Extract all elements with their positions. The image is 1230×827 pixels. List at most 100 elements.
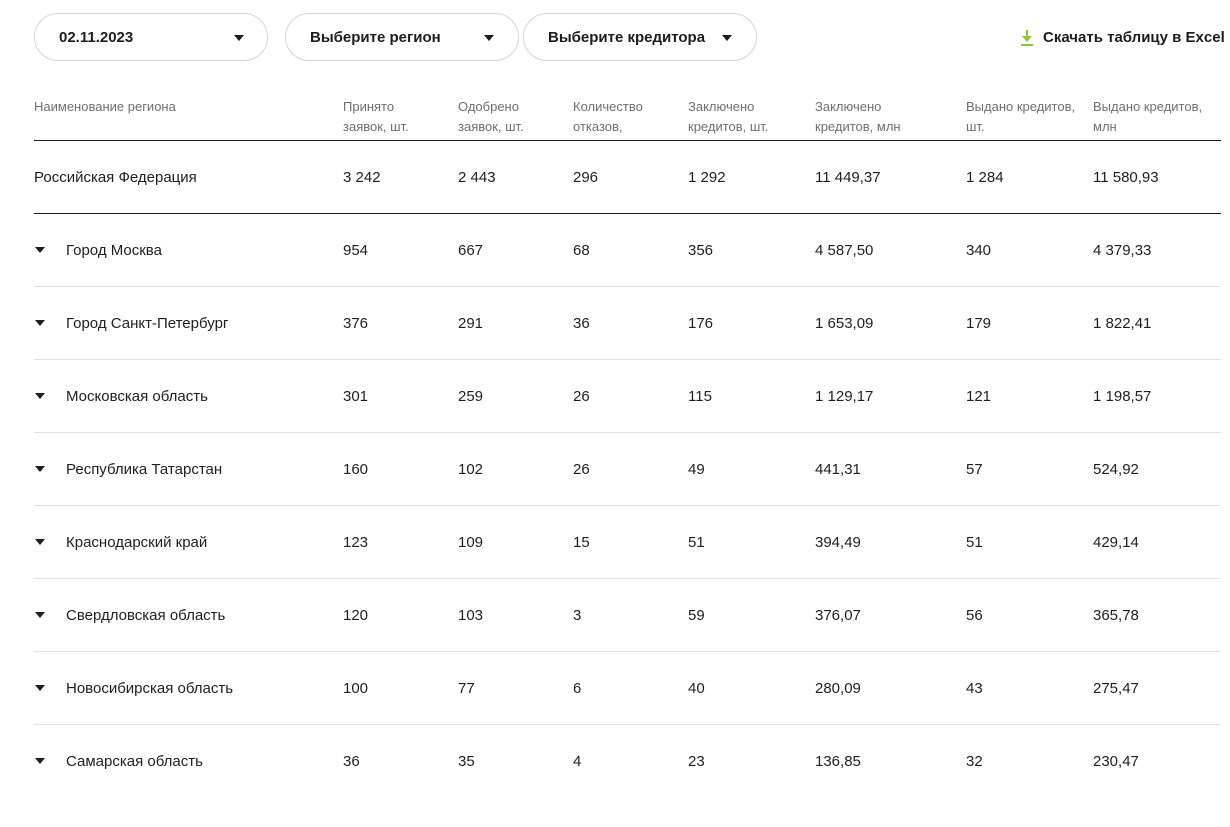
table-row[interactable]: Город Москва 954 667 68 356 4 587,50 340 4 379,… bbox=[34, 214, 1221, 287]
download-excel-label: Скачать таблицу в Excel bbox=[1043, 29, 1225, 46]
region-name: Город Москва bbox=[66, 242, 162, 259]
cell-issued-count: 121 bbox=[966, 388, 992, 405]
cell-approved: 77 bbox=[458, 680, 475, 697]
cell-rejections: 6 bbox=[573, 680, 582, 697]
cell-concluded-amount: 376,07 bbox=[815, 607, 861, 624]
cell-issued-amount: 1 198,57 bbox=[1093, 388, 1152, 405]
cell-rejections: 15 bbox=[573, 534, 590, 551]
filter-bar: 02.11.2023 Выберите регион Выберите кред… bbox=[34, 13, 1230, 63]
cell-approved: 103 bbox=[458, 607, 484, 624]
cell-issued-count: 51 bbox=[966, 534, 983, 551]
header-approved: Одобрено заявок, шт. bbox=[458, 99, 524, 134]
cell-rejections: 4 bbox=[573, 753, 582, 770]
header-concluded-count: Заключено кредитов, шт. bbox=[688, 99, 769, 134]
chevron-down-icon bbox=[234, 35, 244, 41]
date-select-value: 02.11.2023 bbox=[59, 29, 134, 46]
cell-approved: 259 bbox=[458, 388, 484, 405]
region-name: Республика Татарстан bbox=[66, 461, 223, 478]
cell-issued-amount: 4 379,33 bbox=[1093, 242, 1152, 259]
cell-concluded-amount: 4 587,50 bbox=[815, 242, 874, 259]
chevron-down-icon bbox=[722, 35, 732, 41]
cell-concluded-count: 40 bbox=[688, 680, 705, 697]
cell-issued-count: 56 bbox=[966, 607, 983, 624]
expand-caret-icon[interactable] bbox=[35, 320, 45, 326]
expand-caret-icon[interactable] bbox=[35, 393, 45, 399]
cell-concluded-count: 49 bbox=[688, 461, 705, 478]
header-concluded-amount: Заключено кредитов, млн bbox=[815, 99, 901, 134]
cell-concluded-amount: 1 653,09 bbox=[815, 315, 874, 332]
cell-concluded-amount: 280,09 bbox=[815, 680, 861, 697]
table-row[interactable]: Краснодарский край 123 109 15 51 394,49 51 429,… bbox=[34, 506, 1221, 579]
cell-concluded-count: 59 bbox=[688, 607, 705, 624]
cell-issued-count: 179 bbox=[966, 315, 992, 332]
region-name: Российская Федерация bbox=[34, 169, 197, 186]
cell-concluded-count: 23 bbox=[688, 753, 705, 770]
cell-accepted: 3 242 bbox=[343, 169, 381, 186]
cell-issued-amount: 1 822,41 bbox=[1093, 315, 1152, 332]
table-row[interactable]: Город Санкт-Петербург 376 291 36 176 1 653,09… bbox=[34, 287, 1221, 360]
region-name: Самарская область bbox=[66, 753, 203, 770]
lender-select-value: Выберите кредитора bbox=[548, 29, 706, 46]
table-row[interactable]: Новосибирская область 100 77 6 40 280,09 43 275… bbox=[34, 652, 1221, 725]
cell-concluded-count: 115 bbox=[688, 388, 712, 405]
cell-approved: 2 443 bbox=[458, 169, 496, 186]
table-viewport[interactable]: Наименование региона Принято заявок, шт.… bbox=[0, 0, 1230, 770]
cell-issued-amount: 11 580,93 bbox=[1093, 169, 1159, 186]
cell-concluded-amount: 1 129,17 bbox=[815, 388, 874, 405]
cell-concluded-amount: 394,49 bbox=[815, 534, 861, 551]
cell-approved: 102 bbox=[458, 461, 484, 478]
cell-rejections: 3 bbox=[573, 607, 582, 624]
table-row[interactable]: Самарская область 36 35 4 23 136,85 32 230,47 bbox=[34, 725, 1221, 770]
cell-issued-amount: 524,92 bbox=[1093, 461, 1139, 478]
cell-concluded-amount: 136,85 bbox=[815, 753, 861, 770]
cell-concluded-amount: 441,31 bbox=[815, 461, 861, 478]
expand-caret-icon[interactable] bbox=[35, 539, 45, 545]
cell-concluded-amount: 11 449,37 bbox=[815, 169, 881, 186]
cell-concluded-count: 176 bbox=[688, 315, 714, 332]
expand-caret-icon[interactable] bbox=[35, 247, 45, 253]
cell-accepted: 120 bbox=[343, 607, 369, 624]
table-row[interactable]: Свердловская область 120 103 3 59 376,07 56 365… bbox=[34, 579, 1221, 652]
cell-rejections: 36 bbox=[573, 315, 590, 332]
cell-approved: 291 bbox=[458, 315, 484, 332]
cell-rejections: 68 bbox=[573, 242, 590, 259]
cell-accepted: 301 bbox=[343, 388, 369, 405]
cell-issued-count: 57 bbox=[966, 461, 983, 478]
region-name: Московская область bbox=[66, 388, 208, 405]
regions-table: Наименование региона Принято заявок, шт.… bbox=[34, 94, 1221, 770]
region-name: Свердловская область bbox=[66, 607, 226, 624]
cell-accepted: 954 bbox=[343, 242, 369, 259]
cell-issued-amount: 429,14 bbox=[1093, 534, 1139, 551]
region-select-value: Выберите регион bbox=[310, 29, 441, 46]
region-rows: Город Москва 954 667 68 356 4 587,50 340 4 379,… bbox=[34, 214, 1221, 770]
expand-caret-icon[interactable] bbox=[35, 612, 45, 618]
expand-caret-icon[interactable] bbox=[35, 466, 45, 472]
region-select[interactable]: Выберите регион bbox=[285, 13, 519, 61]
cell-issued-amount: 230,47 bbox=[1093, 753, 1139, 770]
chevron-down-icon bbox=[484, 35, 494, 41]
date-select[interactable]: 02.11.2023 bbox=[34, 13, 268, 61]
cell-issued-amount: 275,47 bbox=[1093, 680, 1139, 697]
cell-issued-amount: 365,78 bbox=[1093, 607, 1139, 624]
table-row[interactable]: Республика Татарстан 160 102 26 49 441,31 57 52… bbox=[34, 433, 1221, 506]
expand-caret-icon[interactable] bbox=[35, 758, 45, 764]
cell-approved: 109 bbox=[458, 534, 484, 551]
cell-concluded-count: 51 bbox=[688, 534, 705, 551]
cell-issued-count: 43 bbox=[966, 680, 983, 697]
cell-issued-count: 1 284 bbox=[966, 169, 1004, 186]
region-name: Город Санкт-Петербург bbox=[66, 315, 229, 332]
lender-select[interactable]: Выберите кредитора bbox=[523, 13, 757, 61]
expand-caret-icon[interactable] bbox=[35, 685, 45, 691]
cell-issued-count: 32 bbox=[966, 753, 983, 770]
table-row[interactable]: Московская область 301 259 26 115 1 129,17 121… bbox=[34, 360, 1221, 433]
cell-rejections: 26 bbox=[573, 461, 590, 478]
cell-rejections: 26 bbox=[573, 388, 590, 405]
cell-approved: 35 bbox=[458, 753, 475, 770]
cell-accepted: 36 bbox=[343, 753, 360, 770]
header-rejections: Количество отказов, bbox=[573, 99, 643, 134]
cell-rejections: 296 bbox=[573, 169, 599, 186]
cell-accepted: 376 bbox=[343, 315, 369, 332]
header-issued-count: Выдано кредитов, шт. bbox=[966, 99, 1076, 134]
cell-concluded-count: 1 292 bbox=[688, 169, 726, 186]
region-name: Краснодарский край bbox=[66, 534, 208, 551]
